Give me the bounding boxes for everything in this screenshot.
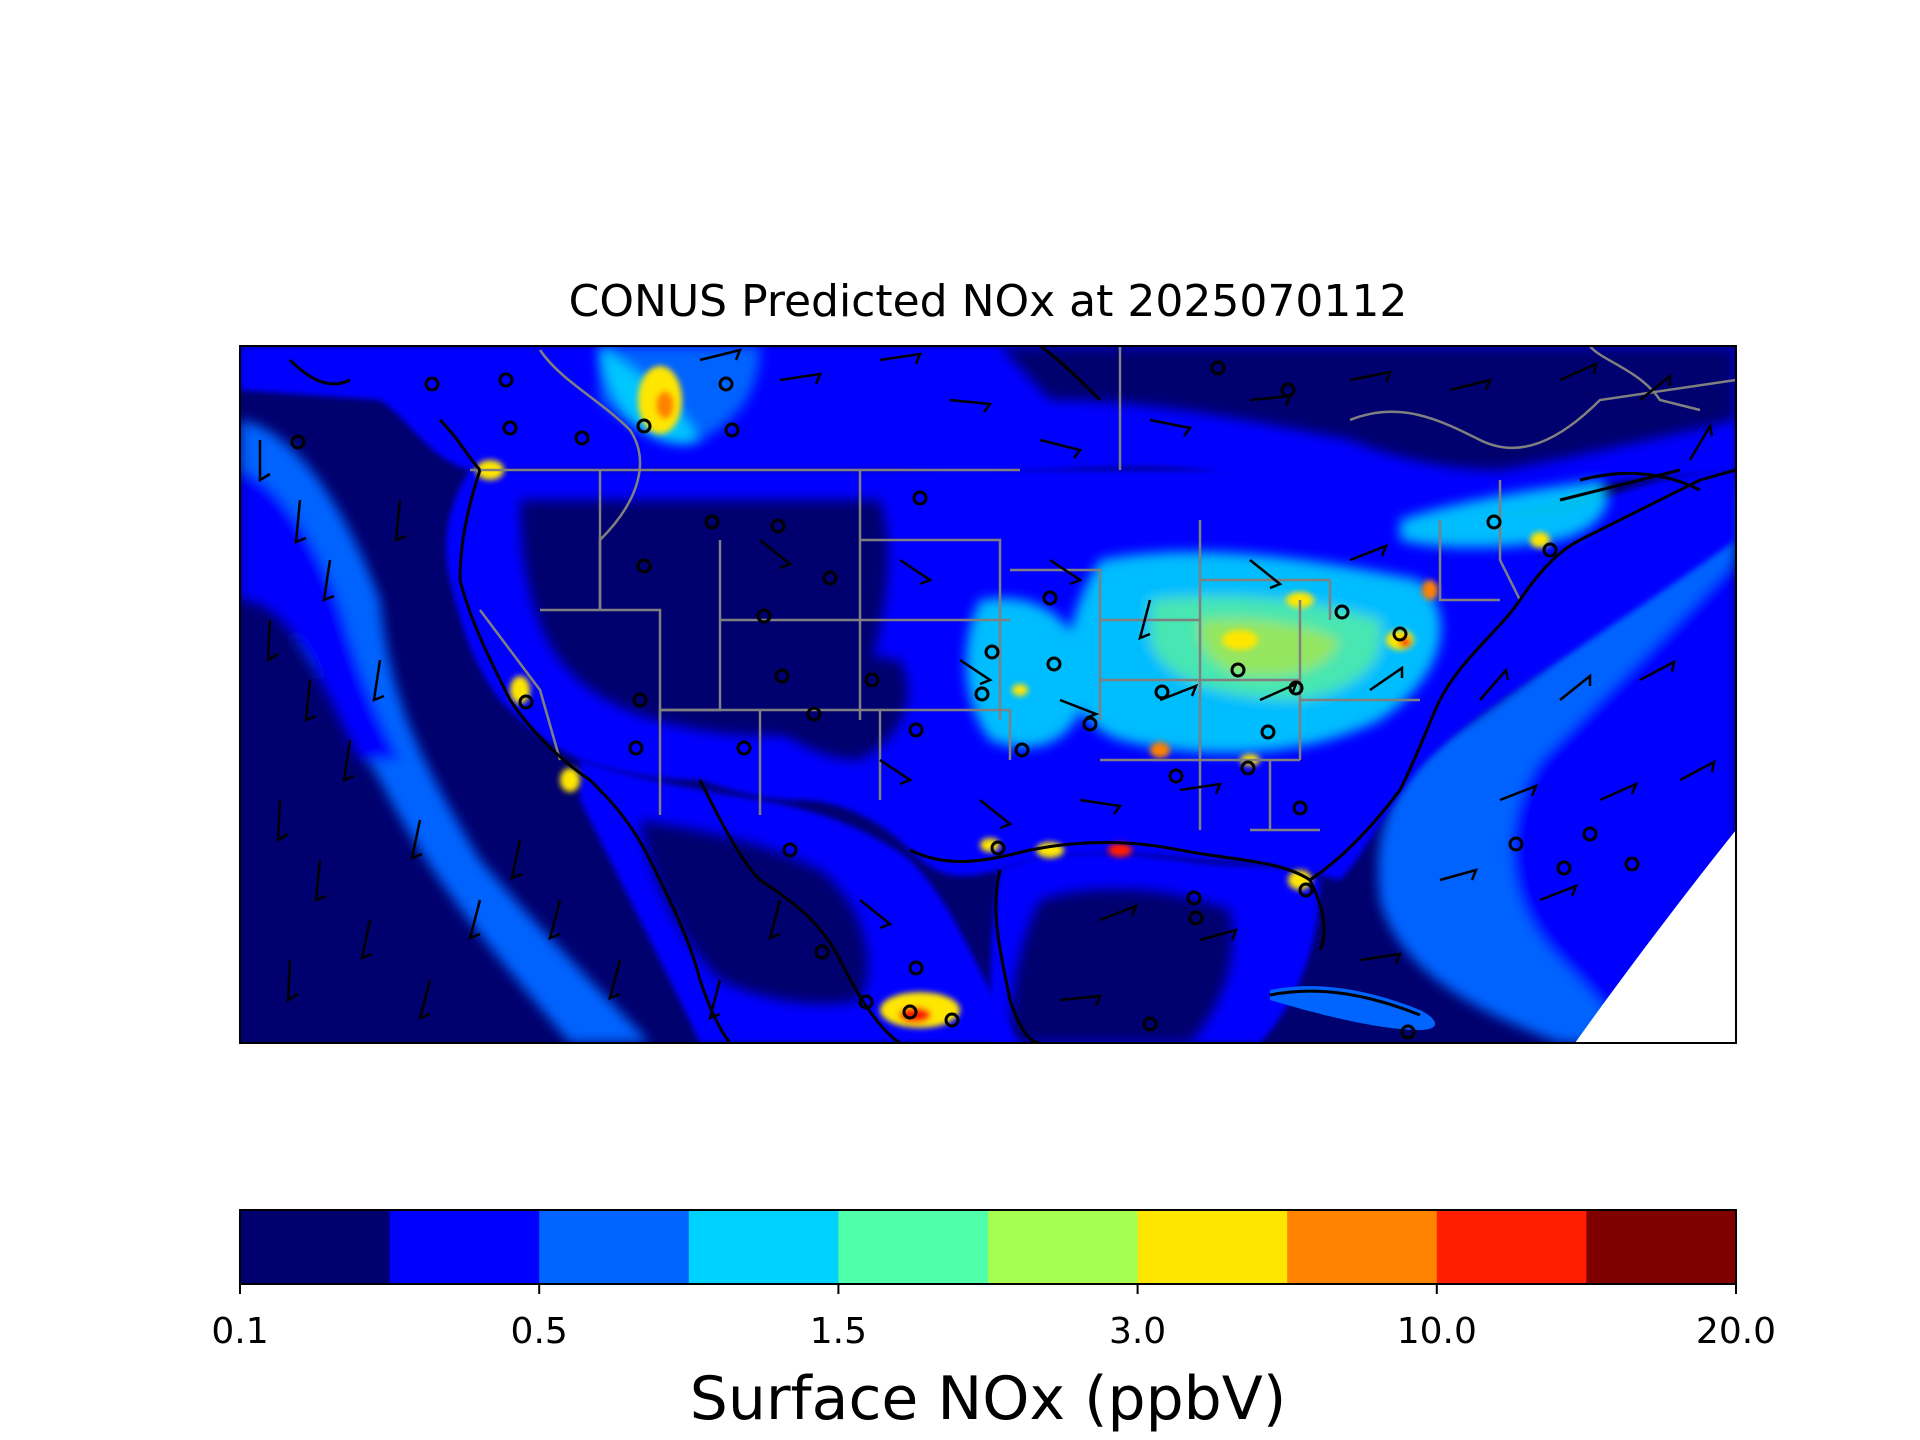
colorbar (240, 1210, 1737, 1284)
colorbar-bin-7 (1137, 1210, 1288, 1284)
colorbar-label: Surface NOx (ppbV) (689, 1364, 1287, 1434)
colorbar-bin-9 (1436, 1210, 1587, 1284)
colorbar-tick-label: 0.1 (211, 1311, 269, 1352)
colorbar-bin-4 (688, 1210, 839, 1284)
map-title: CONUS Predicted NOx at 2025070112 (568, 276, 1408, 327)
colorbar-bin-6 (988, 1210, 1139, 1284)
colorbar-tick-label: 1.5 (809, 1311, 868, 1352)
colorbar-bin-1 (240, 1210, 391, 1284)
state-borders (470, 346, 1736, 832)
colorbar-bin-3 (539, 1210, 690, 1284)
colorbar-bin-5 (838, 1210, 989, 1284)
map-frame (239, 345, 1737, 1044)
station-markers (290, 360, 1640, 1040)
colorbar-tick-label: 20.0 (1695, 1311, 1777, 1352)
colorbar-bin-2 (389, 1210, 540, 1284)
colorbar-ticks (239, 1284, 1737, 1294)
cuba-island (1270, 986, 1435, 1030)
coastlines (288, 346, 1736, 1043)
colorbar-frame (239, 1209, 1737, 1285)
colorbar-bin-10 (1586, 1210, 1737, 1284)
colorbar-tick-label: 3.0 (1108, 1311, 1167, 1352)
colorbar-tick-label: 0.5 (510, 1311, 568, 1352)
nox-midrange-field (600, 346, 1608, 754)
colorbar-bin-8 (1287, 1210, 1438, 1284)
nox-high-hotspots (476, 366, 1550, 1028)
map-area (240, 346, 1736, 1043)
no-data-region (1575, 830, 1736, 1043)
wind-barbs (258, 348, 1716, 1021)
pacific-nearshore (240, 420, 650, 1043)
colorbar-tick-label: 10.0 (1396, 1311, 1477, 1352)
